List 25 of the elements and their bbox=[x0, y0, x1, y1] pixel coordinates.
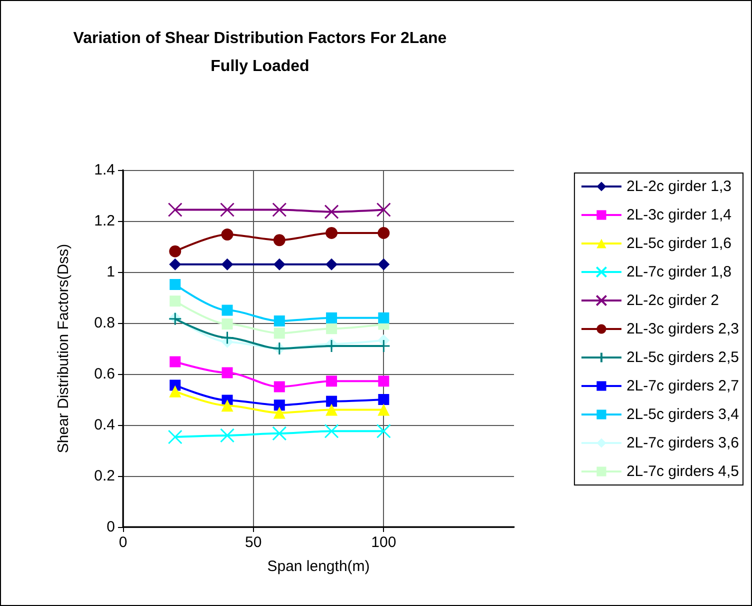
x-tick-label: 100 bbox=[371, 534, 396, 551]
legend-label: 2L-7c girder 1,8 bbox=[626, 264, 732, 280]
x-tick-label: 50 bbox=[244, 534, 262, 551]
legend-label: 2L-3c girders 2,3 bbox=[626, 320, 740, 338]
legend-label: 2L-3c girder 1,4 bbox=[626, 206, 732, 224]
y-tick-label: 0.4 bbox=[94, 416, 115, 434]
y-tick-label: 1.4 bbox=[94, 162, 115, 178]
x-axis-title: Span length(m) bbox=[267, 558, 370, 575]
legend-label: 2L-7c girders 2,7 bbox=[626, 378, 740, 394]
y-tick-label: 0 bbox=[106, 518, 115, 536]
y-tick-label: 0.2 bbox=[94, 468, 115, 484]
legend-label: 2L-5c girder 1,6 bbox=[626, 235, 732, 252]
y-tick-label: 0.6 bbox=[94, 366, 115, 382]
y-tick-label: 1 bbox=[106, 264, 115, 280]
x-tick-label: 0 bbox=[118, 534, 128, 551]
legend-label: 2L-5c girders 3,4 bbox=[626, 406, 740, 423]
y-tick-label: 0.8 bbox=[94, 314, 115, 332]
legend-label: 2L-7c girders 3,6 bbox=[626, 434, 740, 452]
legend-label: 2L-7c girders 4,5 bbox=[626, 463, 740, 480]
legend-label: 2L-2c girder 2 bbox=[626, 292, 720, 309]
chart-title: Variation of Shear Distribution Factors For 2Lane Fully Loaded bbox=[72, 29, 448, 77]
y-axis-title: Shear Distribution Factors(Dss) bbox=[55, 244, 72, 454]
legend-label: 2L-2c girder 1,3 bbox=[626, 178, 732, 195]
legend-label: 2L-5c girders 2,5 bbox=[626, 349, 740, 366]
y-tick-label: 1.2 bbox=[94, 212, 115, 230]
